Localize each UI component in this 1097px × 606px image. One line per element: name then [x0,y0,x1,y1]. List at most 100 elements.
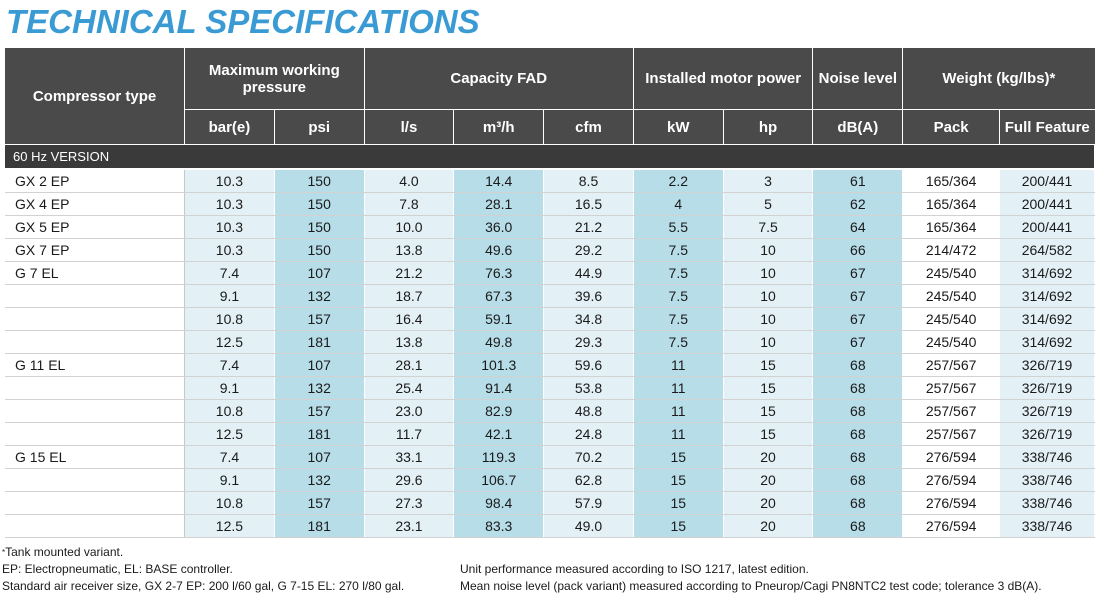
cell-capacity-ls: 25.4 [364,376,455,400]
cell-pressure-bar: 7.4 [184,445,275,469]
cell-capacity-cfm: 48.8 [543,399,634,423]
cell-weight-full-feature: 200/441 [999,192,1095,216]
cell-capacity-ls: 23.0 [364,399,455,423]
cell-model [5,399,186,423]
table-row: 12.5 181 11.7 42.1 24.8 11 15 68 257/567 326/719 [5,422,1095,446]
cell-noise-dba: 68 [812,422,904,446]
cell-noise-dba: 68 [812,514,904,538]
cell-pressure-psi: 107 [274,261,365,285]
cell-model [5,468,186,492]
cell-noise-dba: 68 [812,445,904,469]
cell-noise-dba: 62 [812,192,904,216]
table-row: G 7 EL 7.4 107 21.2 76.3 44.9 7.5 10 67 245/540 31… [5,261,1095,285]
cell-power-hp: 20 [723,468,814,492]
cell-pressure-bar: 12.5 [184,330,275,354]
cell-pressure-psi: 150 [274,238,365,262]
cell-pressure-psi: 150 [274,169,365,193]
cell-pressure-bar: 10.3 [184,238,275,262]
footnote-iso: Unit performance measured according to I… [460,562,809,576]
cell-weight-full-feature: 338/746 [999,445,1095,469]
cell-model: G 11 EL [5,353,186,377]
cell-noise-dba: 67 [812,261,904,285]
cell-power-hp: 20 [723,514,814,538]
cell-model [5,330,186,354]
cell-model [5,422,186,446]
cell-capacity-ls: 16.4 [364,307,455,331]
cell-noise-dba: 68 [812,399,904,423]
cell-pressure-bar: 9.1 [184,376,275,400]
cell-capacity-cfm: 24.8 [543,422,634,446]
cell-pressure-bar: 10.3 [184,215,275,239]
cell-pressure-psi: 181 [274,422,365,446]
cell-capacity-m3h: 101.3 [453,353,545,377]
cell-capacity-ls: 7.8 [364,192,455,216]
unit-kw: kW [633,109,724,145]
cell-capacity-cfm: 29.2 [543,238,634,262]
table-row: 12.5 181 23.1 83.3 49.0 15 20 68 276/594 338/746 [5,514,1095,538]
cell-power-kw: 7.5 [633,284,724,308]
cell-power-hp: 10 [723,261,814,285]
cell-capacity-m3h: 119.3 [453,445,545,469]
cell-weight-pack: 214/472 [902,238,1001,262]
cell-capacity-m3h: 98.4 [453,491,545,515]
cell-model: GX 2 EP [5,169,186,193]
cell-capacity-m3h: 67.3 [453,284,545,308]
table-row: GX 4 EP 10.3 150 7.8 28.1 16.5 4 5 62 165/364 200/… [5,192,1095,216]
cell-pressure-psi: 150 [274,192,365,216]
cell-power-kw: 11 [633,353,724,377]
cell-capacity-cfm: 49.0 [543,514,634,538]
cell-model [5,307,186,331]
cell-capacity-ls: 18.7 [364,284,455,308]
cell-noise-dba: 67 [812,330,904,354]
cell-weight-full-feature: 326/719 [999,399,1095,423]
cell-weight-pack: 165/364 [902,192,1001,216]
cell-capacity-ls: 28.1 [364,353,455,377]
cell-pressure-psi: 132 [274,376,365,400]
cell-pressure-psi: 132 [274,284,365,308]
table-row: 12.5 181 13.8 49.8 29.3 7.5 10 67 245/540 314/692 [5,330,1095,354]
table-row: G 15 EL 7.4 107 33.1 119.3 70.2 15 20 68 276/594 3… [5,445,1095,469]
cell-capacity-ls: 13.8 [364,330,455,354]
cell-weight-full-feature: 326/719 [999,353,1095,377]
footnote-tank: *Tank mounted variant. [2,545,124,559]
cell-capacity-ls: 33.1 [364,445,455,469]
specifications-table: Compressor type Maximum working pressure… [5,48,1095,538]
cell-weight-pack: 257/567 [902,353,1001,377]
cell-model: G 15 EL [5,445,186,469]
cell-model: GX 4 EP [5,192,186,216]
cell-power-kw: 11 [633,376,724,400]
cell-weight-full-feature: 338/746 [999,514,1095,538]
cell-weight-pack: 276/594 [902,468,1001,492]
cell-power-hp: 15 [723,353,814,377]
cell-weight-full-feature: 314/692 [999,261,1095,285]
cell-capacity-ls: 29.6 [364,468,455,492]
unit-dba: dB(A) [812,109,904,145]
cell-weight-full-feature: 200/441 [999,215,1095,239]
cell-pressure-bar: 10.8 [184,307,275,331]
table-row: 10.8 157 23.0 82.9 48.8 11 15 68 257/567 326/719 [5,399,1095,423]
cell-capacity-ls: 4.0 [364,169,455,193]
cell-power-hp: 5 [723,192,814,216]
cell-capacity-cfm: 44.9 [543,261,634,285]
cell-weight-pack: 245/540 [902,284,1001,308]
cell-capacity-cfm: 8.5 [543,169,634,193]
cell-model: GX 7 EP [5,238,186,262]
cell-power-kw: 7.5 [633,238,724,262]
cell-weight-pack: 165/364 [902,169,1001,193]
cell-pressure-psi: 107 [274,445,365,469]
cell-weight-full-feature: 314/692 [999,330,1095,354]
cell-capacity-ls: 13.8 [364,238,455,262]
cell-capacity-m3h: 59.1 [453,307,545,331]
cell-noise-dba: 61 [812,169,904,193]
cell-noise-dba: 68 [812,468,904,492]
cell-weight-full-feature: 200/441 [999,169,1095,193]
cell-capacity-m3h: 83.3 [453,514,545,538]
cell-model [5,514,186,538]
cell-power-hp: 15 [723,376,814,400]
header-compressor-type: Compressor type [5,48,186,145]
cell-capacity-cfm: 57.9 [543,491,634,515]
unit-hp: hp [723,109,814,145]
table-row: GX 2 EP 10.3 150 4.0 14.4 8.5 2.2 3 61 165/364 200… [5,169,1095,193]
cell-power-kw: 15 [633,514,724,538]
cell-power-hp: 10 [723,284,814,308]
